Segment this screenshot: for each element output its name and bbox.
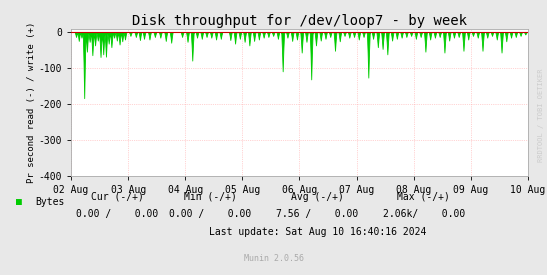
Text: Munin 2.0.56: Munin 2.0.56: [243, 254, 304, 263]
Text: Avg (-/+): Avg (-/+): [291, 192, 344, 202]
Text: 7.56 /    0.00: 7.56 / 0.00: [276, 210, 358, 219]
Text: Last update: Sat Aug 10 16:40:16 2024: Last update: Sat Aug 10 16:40:16 2024: [208, 227, 426, 237]
Text: Cur (-/+): Cur (-/+): [91, 192, 144, 202]
Text: 0.00 /    0.00: 0.00 / 0.00: [170, 210, 252, 219]
Text: RRDTOOL / TOBI OETIKER: RRDTOOL / TOBI OETIKER: [538, 69, 544, 162]
Text: Max (-/+): Max (-/+): [398, 192, 450, 202]
Text: 2.06k/    0.00: 2.06k/ 0.00: [383, 210, 465, 219]
Text: Bytes: Bytes: [36, 197, 65, 207]
Text: Min (-/+): Min (-/+): [184, 192, 237, 202]
Title: Disk throughput for /dev/loop7 - by week: Disk throughput for /dev/loop7 - by week: [132, 14, 467, 28]
Text: 0.00 /    0.00: 0.00 / 0.00: [77, 210, 159, 219]
Text: ■: ■: [16, 197, 22, 207]
Y-axis label: Pr second read (-) / write (+): Pr second read (-) / write (+): [27, 22, 36, 183]
